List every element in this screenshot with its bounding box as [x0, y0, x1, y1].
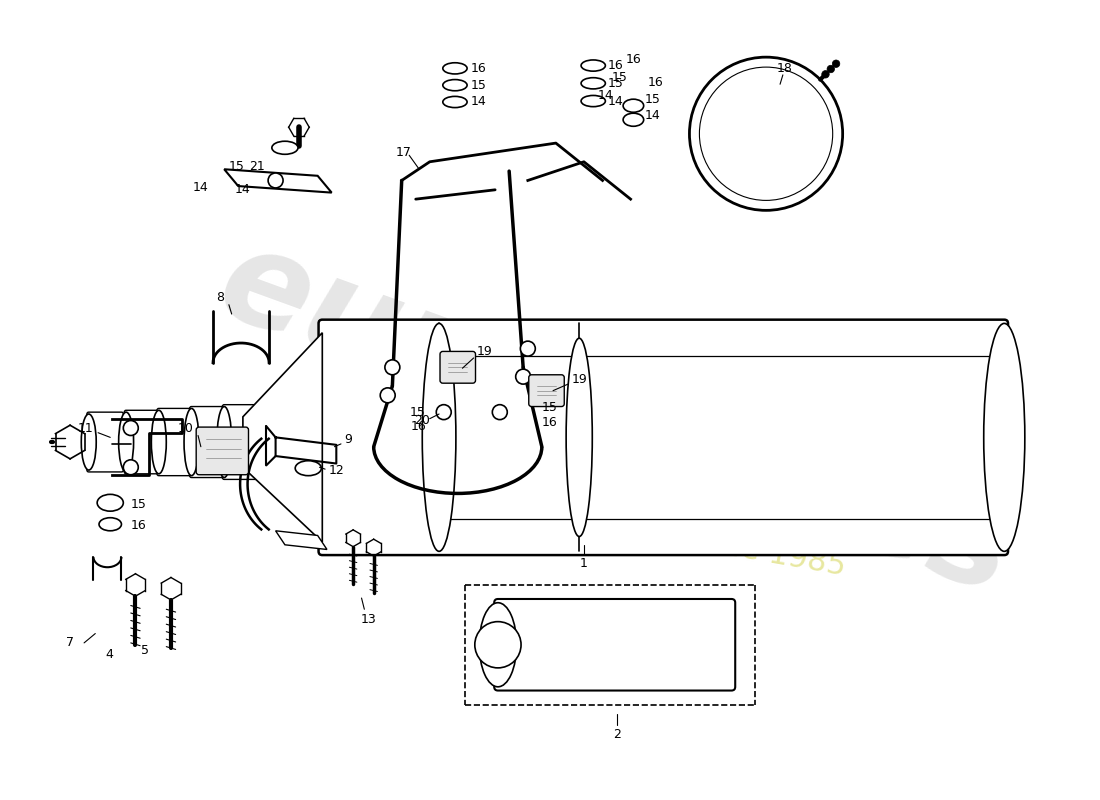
Text: 5: 5 — [141, 644, 149, 657]
FancyBboxPatch shape — [189, 406, 227, 478]
Circle shape — [475, 622, 521, 668]
Circle shape — [520, 341, 536, 356]
Circle shape — [437, 405, 451, 420]
Ellipse shape — [152, 410, 166, 474]
Text: 15: 15 — [542, 401, 558, 414]
FancyBboxPatch shape — [87, 412, 123, 472]
Text: 15: 15 — [612, 71, 628, 84]
Text: 11: 11 — [78, 422, 94, 434]
FancyBboxPatch shape — [440, 351, 475, 383]
Circle shape — [123, 460, 139, 474]
Circle shape — [123, 421, 139, 435]
Ellipse shape — [581, 78, 605, 89]
Ellipse shape — [81, 414, 96, 470]
Circle shape — [700, 67, 833, 200]
Ellipse shape — [443, 96, 468, 107]
Text: 14: 14 — [192, 181, 208, 194]
FancyBboxPatch shape — [222, 405, 258, 479]
Text: 15: 15 — [229, 160, 244, 173]
Ellipse shape — [97, 494, 123, 511]
Text: 14: 14 — [471, 95, 486, 109]
Polygon shape — [243, 333, 322, 542]
Text: 19: 19 — [476, 345, 492, 358]
Text: 20: 20 — [415, 414, 430, 427]
Circle shape — [385, 360, 399, 374]
Ellipse shape — [184, 409, 199, 476]
Text: 8: 8 — [217, 290, 224, 304]
Ellipse shape — [983, 323, 1025, 551]
Text: 7: 7 — [66, 636, 74, 650]
Ellipse shape — [623, 113, 643, 126]
Ellipse shape — [566, 338, 592, 537]
Text: 19: 19 — [572, 373, 587, 386]
Circle shape — [690, 57, 843, 210]
Text: a passion for motoring since 1985: a passion for motoring since 1985 — [330, 462, 847, 581]
Circle shape — [833, 60, 839, 67]
Polygon shape — [224, 170, 331, 193]
Circle shape — [381, 388, 395, 403]
Ellipse shape — [581, 60, 605, 71]
Text: 15: 15 — [645, 93, 660, 106]
Ellipse shape — [422, 323, 455, 551]
Text: 15: 15 — [131, 498, 146, 511]
Text: 2: 2 — [613, 728, 620, 741]
Text: 16: 16 — [131, 518, 146, 532]
Ellipse shape — [443, 62, 468, 74]
Circle shape — [516, 369, 530, 384]
Text: 15: 15 — [607, 77, 623, 90]
Circle shape — [822, 70, 829, 78]
Ellipse shape — [119, 412, 133, 472]
Ellipse shape — [443, 79, 468, 90]
FancyBboxPatch shape — [529, 374, 564, 406]
Text: 21: 21 — [249, 160, 265, 173]
Text: 17: 17 — [396, 146, 411, 159]
FancyBboxPatch shape — [124, 410, 161, 474]
Ellipse shape — [99, 518, 121, 530]
Text: 15: 15 — [410, 406, 426, 418]
FancyBboxPatch shape — [157, 409, 194, 476]
Text: 4: 4 — [106, 648, 113, 661]
Text: eurospares: eurospares — [202, 216, 1031, 621]
FancyBboxPatch shape — [196, 427, 249, 474]
Text: 12: 12 — [329, 463, 344, 477]
Text: 15: 15 — [471, 78, 486, 92]
Text: 16: 16 — [607, 59, 623, 72]
Ellipse shape — [217, 406, 232, 478]
Polygon shape — [276, 530, 327, 550]
Text: 16: 16 — [542, 416, 558, 429]
Text: 1: 1 — [580, 557, 587, 570]
Ellipse shape — [581, 95, 605, 106]
Ellipse shape — [623, 99, 643, 112]
Text: 16: 16 — [648, 76, 663, 89]
Text: 16: 16 — [471, 62, 486, 75]
Ellipse shape — [480, 602, 517, 687]
Circle shape — [268, 173, 283, 188]
Circle shape — [827, 66, 835, 73]
Ellipse shape — [272, 142, 298, 154]
Circle shape — [493, 405, 507, 420]
Text: 16: 16 — [410, 420, 426, 433]
Text: 14: 14 — [607, 94, 623, 107]
Text: 10: 10 — [177, 422, 194, 434]
Text: 14: 14 — [598, 89, 614, 102]
Ellipse shape — [295, 461, 321, 476]
Text: 16: 16 — [626, 54, 641, 66]
FancyBboxPatch shape — [319, 320, 1008, 555]
FancyBboxPatch shape — [494, 599, 735, 690]
Text: 14: 14 — [235, 183, 251, 196]
Text: 13: 13 — [360, 613, 376, 626]
Text: 9: 9 — [344, 433, 352, 446]
Text: 14: 14 — [645, 109, 660, 122]
Text: 18: 18 — [777, 62, 793, 75]
